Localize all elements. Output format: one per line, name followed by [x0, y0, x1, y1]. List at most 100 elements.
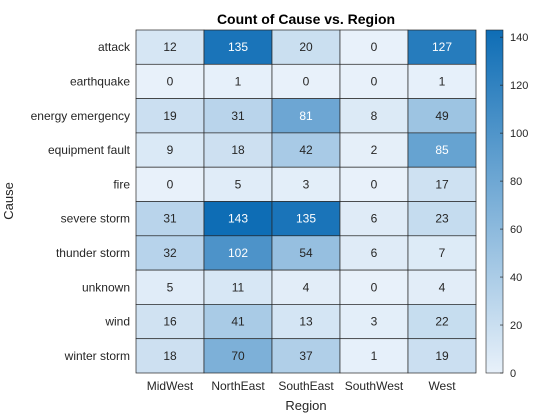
heatmap-cell	[339, 338, 409, 374]
cell-value-label: 23	[435, 212, 449, 226]
cell-value-label: 143	[228, 212, 248, 226]
cell-value-label: 54	[299, 246, 313, 260]
heatmap-cell	[271, 338, 341, 374]
heatmap-cell	[135, 235, 205, 271]
heatmap-cell	[271, 269, 341, 305]
heatmap-cell	[203, 98, 273, 134]
colorbar-tick-label: 20	[510, 320, 522, 332]
colorbar-tick-label: 60	[510, 224, 522, 236]
cell-value-label: 135	[296, 212, 316, 226]
chart-title: Count of Cause vs. Region	[217, 11, 395, 27]
cell-value-label: 127	[432, 40, 452, 54]
cell-value-label: 3	[303, 177, 310, 191]
cell-value-label: 6	[371, 212, 378, 226]
heatmap-cell	[203, 132, 273, 168]
y-tick-labels: attack earthquake energy emergency equipmen…	[31, 40, 131, 363]
y-tick-label: equipment fault	[48, 143, 131, 157]
cell-value-label: 31	[231, 109, 245, 123]
heatmap-cell	[271, 201, 341, 237]
cell-value-label: 16	[163, 315, 177, 329]
x-tick-label: NorthEast	[211, 379, 265, 393]
cell-value-label: 18	[163, 349, 177, 363]
cell-value-label: 4	[439, 280, 446, 294]
heatmap-cell	[407, 338, 477, 374]
heatmap-cell	[135, 166, 205, 202]
y-tick-label: winter storm	[64, 349, 130, 363]
cell-value-label: 0	[167, 177, 174, 191]
heatmap-cell	[203, 166, 273, 202]
x-tick-label: MidWest	[147, 379, 194, 393]
cell-value-label: 13	[299, 315, 313, 329]
y-tick-label: wind	[104, 315, 130, 329]
cell-value-label: 81	[299, 109, 313, 123]
cell-value-label: 1	[371, 349, 378, 363]
heatmap-cell	[203, 269, 273, 305]
heatmap-cell	[271, 304, 341, 340]
cell-value-label: 11	[232, 280, 245, 294]
cell-value-label: 49	[435, 109, 449, 123]
y-tick-label: fire	[113, 177, 130, 191]
heatmap-cell	[271, 132, 341, 168]
cell-value-label: 5	[235, 177, 242, 191]
heatmap-cell	[407, 201, 477, 237]
cell-value-label: 7	[439, 246, 446, 260]
heatmap-cell	[203, 304, 273, 340]
heatmap-cell	[407, 63, 477, 99]
cell-value-label: 19	[435, 349, 449, 363]
heatmap-cell	[203, 338, 273, 374]
cell-value-label: 0	[303, 74, 310, 88]
x-tick-label: SouthEast	[278, 379, 334, 393]
cell-value-label: 0	[167, 74, 174, 88]
y-tick-label: earthquake	[70, 74, 130, 88]
colorbar-tick-label: 40	[510, 272, 522, 284]
heatmap-cell	[203, 201, 273, 237]
y-tick-label: thunder storm	[56, 246, 130, 260]
cell-value-label: 5	[167, 280, 174, 294]
cell-value-label: 18	[231, 143, 245, 157]
cell-value-label: 0	[371, 40, 378, 54]
cell-value-label: 31	[163, 212, 177, 226]
x-tick-label: SouthWest	[345, 379, 404, 393]
cell-value-label: 85	[435, 143, 449, 157]
cell-value-label: 42	[299, 143, 313, 157]
cell-value-label: 0	[371, 280, 378, 294]
colorbar-tick-label: 80	[510, 176, 522, 188]
cell-value-label: 6	[371, 246, 378, 260]
cell-value-label: 4	[303, 280, 310, 294]
cell-value-label: 1	[439, 74, 446, 88]
heatmap-cell	[135, 63, 205, 99]
colorbar: 0 20 40 60 80 100 120 140	[485, 29, 528, 380]
cell-value-label: 17	[435, 177, 449, 191]
heatmap-cell	[407, 166, 477, 202]
heatmap-cell	[407, 98, 477, 134]
cell-value-label: 8	[371, 109, 378, 123]
cell-value-label: 41	[231, 315, 245, 329]
heatmap-cell	[407, 269, 477, 305]
cell-value-label: 19	[163, 109, 177, 123]
heatmap-cell	[407, 132, 477, 168]
colorbar-tick-label: 120	[510, 80, 528, 92]
x-tick-labels: MidWest NorthEast SouthEast SouthWest West	[147, 379, 456, 393]
y-tick-label: attack	[98, 40, 131, 54]
heatmap-cell	[407, 304, 477, 340]
colorbar-tick-label: 100	[510, 128, 528, 140]
cell-value-label: 0	[371, 74, 378, 88]
y-tick-label: energy emergency	[31, 109, 130, 123]
cell-value-label: 102	[228, 246, 248, 260]
cell-value-label: 0	[371, 177, 378, 191]
heatmap-cell	[339, 98, 409, 134]
x-axis-title: Region	[285, 398, 326, 413]
y-tick-label: severe storm	[61, 212, 130, 226]
heatmap-cell	[339, 201, 409, 237]
cell-value-label: 32	[163, 246, 177, 260]
cell-value-label: 2	[371, 143, 378, 157]
heatmap-cell	[135, 29, 205, 65]
cell-value-label: 22	[435, 315, 449, 329]
heatmap-cell	[271, 29, 341, 65]
heatmap-cell	[271, 166, 341, 202]
heatmap-cell	[339, 269, 409, 305]
cell-value-label: 135	[228, 40, 248, 54]
